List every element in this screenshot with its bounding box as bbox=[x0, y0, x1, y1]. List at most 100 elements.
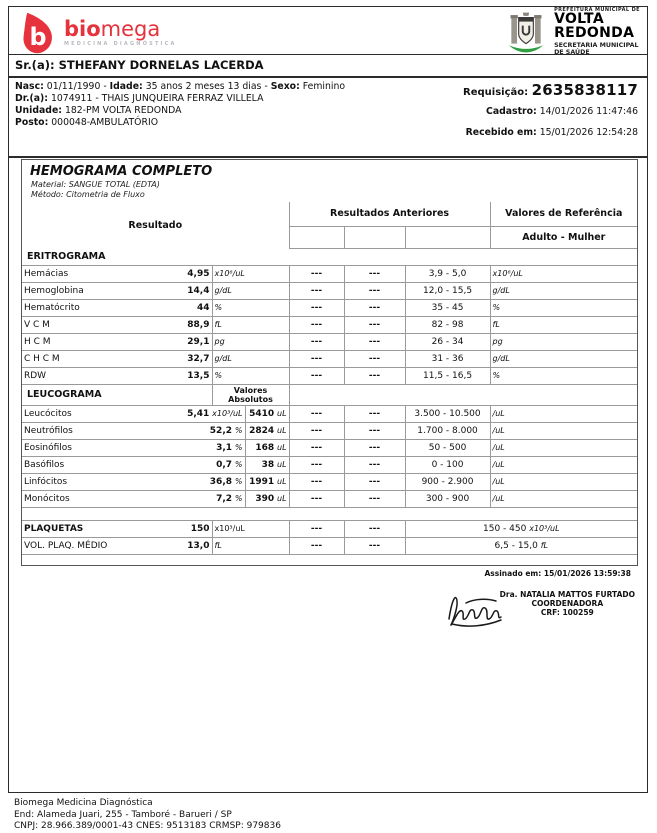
cadastro-value: 14/01/2026 11:47:46 bbox=[539, 106, 638, 117]
nasc-value: 01/11/1990 - bbox=[46, 81, 107, 92]
result-row: Hemoglobina 14,4 g/dL --- --- 12,0 - 15,5 g/dL bbox=[22, 282, 638, 300]
result-row: Hemácias 4,95 x10⁶/uL --- --- 3,9 - 5,0 x10⁶/u… bbox=[22, 265, 638, 283]
reference-range: 150 - 450 bbox=[483, 523, 527, 534]
analyte-name: PLAQUETAS bbox=[22, 520, 142, 538]
exam-title: HEMOGRAMA COMPLETO bbox=[30, 164, 213, 179]
reference-unit: x10⁶/uL bbox=[489, 265, 638, 283]
result-value: 44 bbox=[142, 299, 212, 317]
header-ref-empty bbox=[404, 226, 491, 249]
results-table: Resultado Resultados Anteriores Valores … bbox=[22, 202, 638, 555]
page-footer: Biomega Medicina Diagnóstica End: Alamed… bbox=[14, 798, 281, 833]
patient-name-line: Sr.(a): STHEFANY DORNELAS LACERDA bbox=[15, 58, 264, 72]
analyte-name: Basófilos bbox=[22, 456, 142, 474]
result-cell: 5,41 x10³/uL bbox=[142, 405, 245, 423]
result-row: VOL. PLAQ. MÉDIO 13,0 fL --- --- 6,5 - 15,0 f… bbox=[22, 537, 638, 555]
result-unit: % bbox=[234, 459, 243, 469]
previous-result-2: --- bbox=[343, 490, 406, 508]
result-value: 36,8 bbox=[209, 476, 233, 487]
unidade-value: 182-PM VOLTA REDONDA bbox=[64, 105, 182, 116]
volta-redonda-crest-icon bbox=[508, 12, 544, 53]
previous-result-1: --- bbox=[288, 367, 345, 385]
result-row: V C M 88,9 fL --- --- 82 - 98 fL bbox=[22, 316, 638, 334]
reference-range: 0 - 100 bbox=[404, 456, 491, 474]
recebido-value: 15/01/2026 12:54:28 bbox=[539, 127, 638, 138]
previous-result-1: --- bbox=[288, 422, 345, 440]
dr-value: 1074911 - THAIS JUNQUEIRA FERRAZ VILLELA bbox=[50, 93, 264, 104]
result-unit: fL bbox=[211, 316, 290, 334]
absolute-unit: uL bbox=[277, 493, 287, 503]
reference-unit: /uL bbox=[489, 456, 638, 474]
previous-result-1: --- bbox=[288, 316, 345, 334]
signature-block: Dra. NATALIA MATTOS FURTADO COORDENADORA… bbox=[446, 587, 635, 629]
result-row: C H C M 32,7 g/dL --- --- 31 - 36 g/dL bbox=[22, 350, 638, 368]
result-value: 0,7 bbox=[216, 459, 233, 470]
previous-result-1: --- bbox=[288, 537, 345, 555]
result-value: 29,1 bbox=[142, 333, 212, 351]
previous-result-1: --- bbox=[288, 299, 345, 317]
prefeitura-logo: PREFEITURA MUNICIPAL DE VOLTA REDONDA SE… bbox=[504, 8, 642, 56]
doctor-block: Dra. NATALIA MATTOS FURTADO COORDENADORA… bbox=[500, 587, 635, 617]
reference-range: 50 - 500 bbox=[404, 439, 491, 457]
prefeitura-line1: PREFEITURA MUNICIPAL DE bbox=[554, 7, 640, 14]
absolute-value: 390 bbox=[255, 493, 275, 504]
previous-result-2: --- bbox=[343, 333, 406, 351]
reference-unit: /uL bbox=[489, 422, 638, 440]
result-unit: % bbox=[211, 299, 290, 317]
absolute-value: 168 bbox=[255, 442, 275, 453]
prefeitura-dept-line1: SECRETARIA MUNICIPAL bbox=[554, 42, 639, 50]
previous-result-1: --- bbox=[288, 490, 345, 508]
result-row: H C M 29,1 pg --- --- 26 - 34 pg bbox=[22, 333, 638, 351]
result-value: 14,4 bbox=[142, 282, 212, 300]
header-divider bbox=[9, 54, 647, 55]
result-cell: 0,7 % bbox=[142, 456, 245, 474]
reference-range: 26 - 34 bbox=[404, 333, 491, 351]
reference-unit: /uL bbox=[489, 490, 638, 508]
prefeitura-city-line1: VOLTA bbox=[554, 11, 604, 28]
result-row: Monócitos 7,2 % 390 uL --- --- 300 - 900/uL bbox=[22, 490, 638, 508]
result-value: 13,0 bbox=[142, 537, 212, 555]
signature-image bbox=[447, 596, 502, 627]
previous-result-2: --- bbox=[343, 537, 406, 555]
analyte-name: VOL. PLAQ. MÉDIO bbox=[22, 537, 142, 555]
posto-value: 000048-AMBULATÓRIO bbox=[51, 117, 159, 128]
result-unit: x10³/uL bbox=[212, 408, 243, 418]
result-row: RDW 13,5% --- --- 11,5 - 16,5% bbox=[22, 367, 638, 385]
previous-result-2: --- bbox=[343, 520, 406, 538]
result-unit: g/dL bbox=[211, 282, 290, 300]
section-title: LEUCOGRAMA bbox=[22, 384, 212, 406]
analyte-name: Linfócitos bbox=[22, 473, 142, 491]
biomega-wordmark: biomega MEDICINA DIAGNÓSTICA bbox=[64, 18, 177, 47]
result-value: 32,7 bbox=[142, 350, 212, 368]
header-ref-sub: Adulto - Mulher bbox=[489, 226, 638, 249]
result-row: Neutrófilos 52,2 % 2824 uL --- --- 1.700 - 8.… bbox=[22, 422, 638, 440]
analyte-name: Eosinófilos bbox=[22, 439, 142, 457]
result-unit: % bbox=[234, 442, 243, 452]
patient-birth-line: Nasc: 01/11/1990 - Idade: 35 anos 2 mese… bbox=[15, 81, 345, 93]
analyte-name: H C M bbox=[22, 333, 142, 351]
reference-unit: fL bbox=[540, 540, 549, 550]
result-row: Leucócitos 5,41 x10³/uL 5410 uL --- --- 3.500… bbox=[22, 405, 638, 423]
previous-result-2: --- bbox=[343, 350, 406, 368]
previous-result-2: --- bbox=[343, 265, 406, 283]
patient-info-right: Requisição: 2635838117 Cadastro: 14/01/2… bbox=[463, 81, 638, 148]
cadastro-line: Cadastro: 14/01/2026 11:47:46 bbox=[463, 106, 638, 117]
requisicao-value: 2635838117 bbox=[531, 81, 638, 99]
footer-registry: CNPJ: 28.966.389/0001-43 CNES: 9513183 C… bbox=[14, 821, 281, 831]
header-anteriores: Resultados Anteriores bbox=[288, 202, 491, 227]
result-value: 13,5 bbox=[142, 367, 212, 385]
previous-result-1: --- bbox=[288, 282, 345, 300]
patient-unit-line: Unidade: 182-PM VOLTA REDONDA bbox=[15, 105, 345, 117]
doctor-name: Dra. NATALIA MATTOS FURTADO bbox=[499, 590, 635, 599]
patient-info-left: Nasc: 01/11/1990 - Idade: 35 anos 2 mese… bbox=[15, 81, 345, 129]
section-divider bbox=[9, 156, 647, 158]
result-unit: % bbox=[234, 493, 243, 503]
absolute-unit: uL bbox=[277, 408, 287, 418]
result-cell: 3,1 % bbox=[142, 439, 245, 457]
unidade-label: Unidade: bbox=[15, 105, 62, 116]
absolute-value: 38 bbox=[261, 459, 275, 470]
previous-result-1: --- bbox=[288, 520, 345, 538]
patient-name-underline bbox=[9, 76, 647, 78]
signed-at-line: Assinado em: 15/01/2026 13:59:38 bbox=[484, 569, 632, 578]
result-row: Eosinófilos 3,1 % 168 uL --- --- 50 - 500/uL bbox=[22, 439, 638, 457]
reference-range: 900 - 2.900 bbox=[404, 473, 491, 491]
